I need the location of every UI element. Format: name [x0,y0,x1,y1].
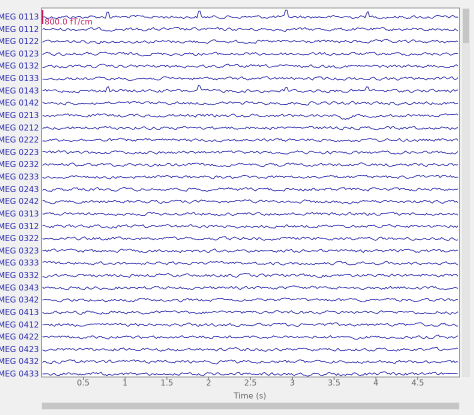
channel-trace [42,273,459,278]
v-scroll-thumb[interactable] [463,9,469,43]
x-tick-label: 3.5 [328,379,341,388]
channel-trace [42,9,459,20]
channel-label: MEG 0243 [0,185,39,194]
channel-label: MEG 0412 [0,320,39,329]
channel-label: MEG 0332 [0,271,39,280]
channel-label: MEG 0213 [0,111,39,120]
channel-label: MEG 0432 [0,357,39,366]
h-scroll-thumb[interactable] [42,403,459,409]
channel-trace [42,63,459,69]
channel-trace [42,76,459,81]
channel-trace [42,186,459,192]
channel-trace [42,150,459,155]
channel-label: MEG 0342 [0,296,39,305]
channel-label: MEG 0223 [0,148,39,157]
channel-trace [42,84,459,94]
channel-trace [42,113,459,121]
channel-label: MEG 0312 [0,222,39,231]
channel-trace [42,334,459,340]
channel-label: MEG 0112 [0,25,39,34]
channel-label: MEG 0132 [0,62,39,71]
channel-label: MEG 0242 [0,197,39,206]
plot-area [41,7,460,378]
x-tick-label: 3 [290,379,295,388]
channel-trace [42,125,459,131]
channel-label: MEG 0142 [0,99,39,108]
channel-trace [42,162,459,168]
channel-trace [42,211,459,217]
channel-trace [42,285,459,291]
channel-label: MEG 0212 [0,123,39,132]
channel-trace [42,137,459,143]
channel-label: MEG 0113 [0,13,39,22]
channel-trace [42,310,459,315]
x-axis-label: Time (s) [233,392,267,401]
x-tick-label: 4.5 [411,379,424,388]
channel-trace [42,100,459,106]
channel-trace [42,27,459,32]
channel-trace [42,346,459,352]
channel-label: MEG 0232 [0,160,39,169]
channel-trace [42,174,459,180]
x-tick-label: 1.5 [161,379,174,388]
channel-label: MEG 0222 [0,136,39,145]
channel-label: MEG 0422 [0,333,39,342]
x-tick-label: 2.5 [244,379,257,388]
channel-label: MEG 0143 [0,86,39,95]
x-tick-label: 0.5 [77,379,90,388]
scale-label: 800.0 fT/cm [45,18,93,27]
channel-label: MEG 0233 [0,173,39,182]
x-tick-label: 4 [373,379,378,388]
channel-label: MEG 0123 [0,49,39,58]
channel-label: MEG 0423 [0,345,39,354]
channel-label: MEG 0313 [0,209,39,218]
channel-trace [42,371,459,377]
x-tick-label: 1 [123,379,128,388]
channel-trace [42,261,459,266]
channel-label: MEG 0122 [0,37,39,46]
v-scrollbar[interactable] [462,8,470,377]
channel-trace [42,297,458,303]
x-tick-label: 2 [206,379,211,388]
channel-label: MEG 0323 [0,246,39,255]
channel-trace [42,51,459,57]
channel-label: MEG 0413 [0,308,39,317]
channel-trace [42,39,459,45]
channel-label: MEG 0343 [0,283,39,292]
channel-trace [42,236,459,241]
channel-trace [42,359,459,365]
channel-label: MEG 0322 [0,234,39,243]
channel-label: MEG 0333 [0,259,39,268]
channel-trace [42,224,459,229]
channel-label: MEG 0433 [0,370,39,379]
channel-trace [42,248,459,254]
channel-trace [42,322,459,327]
channel-label: MEG 0133 [0,74,39,83]
channel-trace [42,199,459,205]
